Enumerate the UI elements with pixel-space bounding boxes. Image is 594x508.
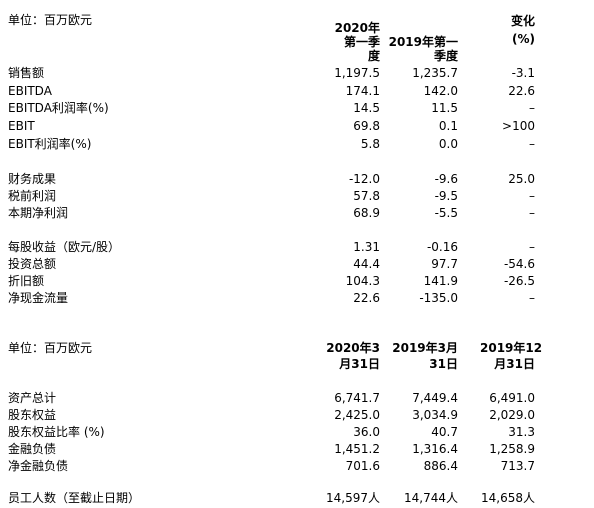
table2-unit: 单位：百万欧元: [8, 341, 93, 355]
table1-row-value-change: >100: [502, 119, 535, 133]
employees-value-2019-03-31: 14,744人: [404, 491, 458, 505]
table1-header-col1-line3: 度: [367, 49, 380, 63]
table1-row-value-change: 22.6: [508, 84, 535, 98]
table2-row-value-2020-03-31: 2,425.0: [334, 408, 380, 422]
table2-row-value-2019-12-31: 2,029.0: [489, 408, 535, 422]
table1-row-label: EBITDA: [8, 84, 52, 98]
table1-row-value-change: -26.5: [503, 274, 535, 288]
table1-row-value-change: –: [529, 291, 535, 305]
table1-row-label: 本期净利润: [8, 206, 69, 220]
table1-row-value-2020q1: 5.8: [360, 137, 380, 151]
table2-row-label: 股东权益比率 (%): [8, 425, 105, 439]
table1-header-col1-line1: 2020年: [334, 21, 380, 35]
table1-row-value-2019q1: 0.0: [438, 137, 458, 151]
table1-header-col2-line2: 季度: [433, 49, 458, 63]
table2-row-value-2019-12-31: 1,258.9: [489, 442, 535, 456]
employees-value-2019-12-31: 14,658人: [481, 491, 535, 505]
table1-row-label: 销售额: [8, 66, 45, 80]
table1-row-value-2020q1: -12.0: [348, 172, 380, 186]
employees-label: 员工人数（至截止日期）: [8, 491, 141, 505]
table1-row-value-2019q1: 141.9: [423, 274, 458, 288]
table2-header-col3-line1: 2019年12: [480, 341, 543, 355]
table1-row-value-2019q1: -5.5: [434, 206, 458, 220]
table2-row-label: 资产总计: [8, 391, 57, 405]
table2-row-value-2019-03-31: 40.7: [431, 425, 458, 439]
table1-row-value-2020q1: 14.5: [353, 101, 380, 115]
table2-row-value-2019-03-31: 7,449.4: [412, 391, 458, 405]
table1-row-value-change: 25.0: [508, 172, 535, 186]
table2-row-value-2019-12-31: 713.7: [500, 459, 535, 473]
table1-row-value-2019q1: -0.16: [426, 240, 458, 254]
table1-row-value-2019q1: 142.0: [423, 84, 458, 98]
table1-row-value-2019q1: -9.6: [434, 172, 458, 186]
table1-row-value-change: –: [529, 189, 535, 203]
table1-row-label: 税前利润: [8, 189, 57, 203]
table1-header-col2-line1: 2019年第一: [388, 35, 458, 49]
table1-row-value-change: –: [529, 240, 535, 254]
table1-unit: 单位：百万欧元: [8, 13, 93, 27]
table1-header-col3-line2: (%): [512, 32, 535, 46]
table2-row-value-2020-03-31: 6,741.7: [334, 391, 380, 405]
table2-row-label: 金融负债: [8, 442, 57, 456]
table1-row-value-change: –: [529, 137, 535, 151]
table1-row-label: 投资总额: [8, 257, 57, 271]
table2-row-value-2019-12-31: 31.3: [508, 425, 535, 439]
table2-row-value-2020-03-31: 1,451.2: [334, 442, 380, 456]
table1-row-label: 每股收益（欧元/股）: [8, 240, 121, 254]
table1-row-value-2019q1: 0.1: [438, 119, 458, 133]
table1-row-value-2019q1: -9.5: [434, 189, 458, 203]
table1-row-value-2020q1: 22.6: [353, 291, 380, 305]
table2-row-value-2019-03-31: 1,316.4: [412, 442, 458, 456]
table2-row-value-2020-03-31: 36.0: [353, 425, 380, 439]
table2-header-col1-line1: 2020年3: [326, 341, 380, 355]
table1-row-value-2020q1: 104.3: [345, 274, 380, 288]
table1-row-value-2019q1: 11.5: [431, 101, 458, 115]
table1-row-value-2019q1: 97.7: [431, 257, 458, 271]
table1-row-value-2020q1: 44.4: [353, 257, 380, 271]
table2-row-value-2019-03-31: 3,034.9: [412, 408, 458, 422]
table2-header-col1-line2: 月31日: [339, 357, 380, 371]
table2-row-value-2019-12-31: 6,491.0: [489, 391, 535, 405]
table1-row-value-2020q1: 174.1: [345, 84, 380, 98]
table1-row-value-change: –: [529, 206, 535, 220]
table2-header-col2-line2: 31日: [429, 357, 458, 371]
table2-row-label: 股东权益: [8, 408, 57, 422]
table1-row-label: EBITDA利润率(%): [8, 101, 109, 115]
table1-row-label: 净现金流量: [8, 291, 69, 305]
table1-row-value-2019q1: 1,235.7: [412, 66, 458, 80]
table1-row-value-change: -3.1: [511, 66, 535, 80]
table1-header-col3-line1: 变化: [510, 14, 535, 28]
table2-row-value-2019-03-31: 886.4: [423, 459, 458, 473]
employees-value-2020-03-31: 14,597人: [326, 491, 380, 505]
table2-row-label: 净金融负债: [8, 459, 69, 473]
table1-row-label: EBIT: [8, 119, 35, 133]
table1-row-value-2019q1: -135.0: [419, 291, 458, 305]
table1-row-value-2020q1: 57.8: [353, 189, 380, 203]
table1-row-value-2020q1: 69.8: [353, 119, 380, 133]
table1-row-value-change: –: [529, 101, 535, 115]
table1-row-label: 折旧额: [8, 274, 45, 288]
table1-row-value-change: -54.6: [503, 257, 535, 271]
table2-header-col2-line1: 2019年3月: [392, 341, 458, 355]
table2-row-value-2020-03-31: 701.6: [345, 459, 380, 473]
table1-row-value-2020q1: 68.9: [353, 206, 380, 220]
table1-row-label: EBIT利润率(%): [8, 137, 92, 151]
table1-row-value-2020q1: 1.31: [353, 240, 380, 254]
table2-header-col3-line2: 月31日: [494, 357, 535, 371]
table1-row-label: 财务成果: [8, 172, 57, 186]
table1-header-col1-line2: 第一季: [343, 35, 380, 49]
table1-row-value-2020q1: 1,197.5: [334, 66, 380, 80]
